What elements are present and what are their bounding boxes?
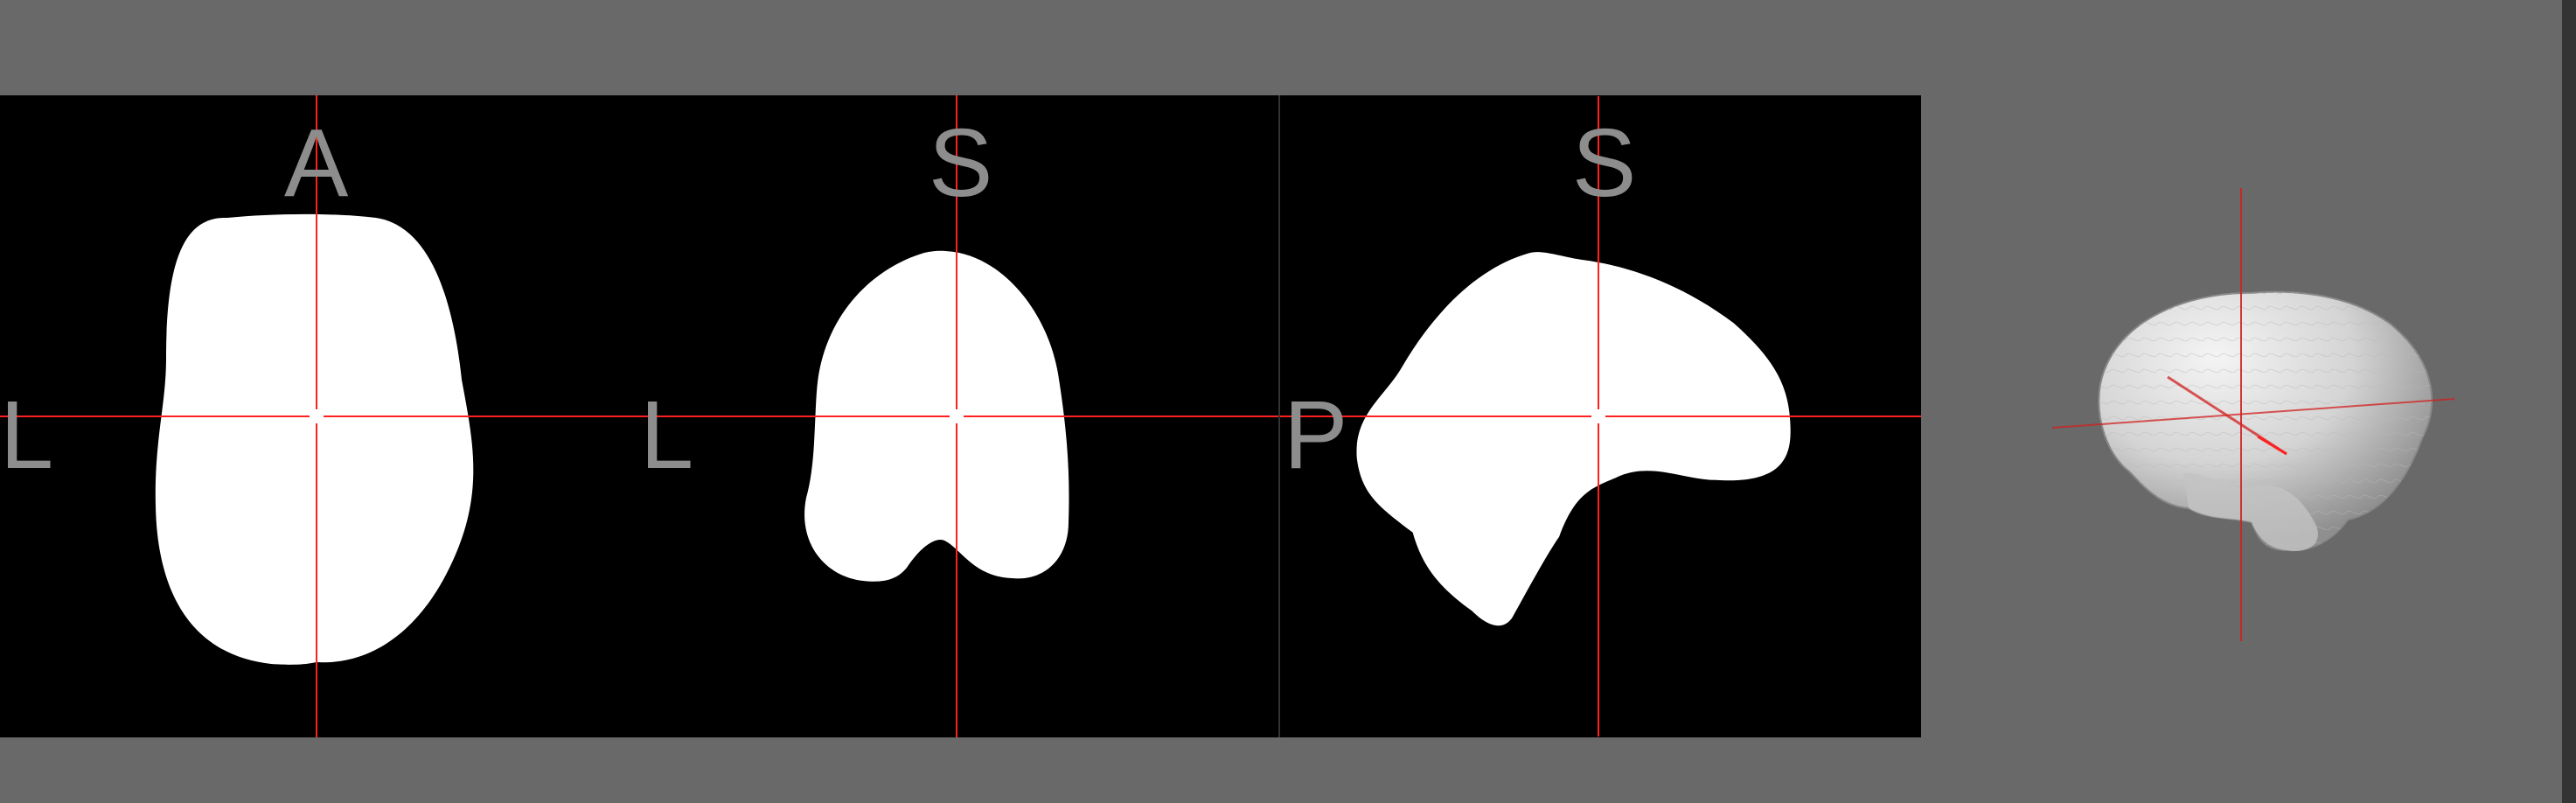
sagittal-brain-mask — [1356, 252, 1791, 626]
right-scroll-edge[interactable] — [2562, 0, 2576, 803]
coronal-crosshair-center-gap — [950, 409, 964, 423]
3d-render-view[interactable] — [1921, 95, 2562, 737]
sagittal-view[interactable]: S P — [1278, 95, 1921, 737]
sagittal-crosshair-center-gap — [1591, 409, 1605, 423]
axial-view[interactable]: A L — [0, 95, 640, 737]
coronal-view[interactable]: S L — [640, 95, 1278, 737]
3d-render-canvas[interactable] — [1921, 95, 2562, 737]
3d-brain-lower-lobe — [2183, 472, 2318, 551]
axial-brain-mask — [155, 213, 474, 665]
axial-view-canvas[interactable] — [0, 95, 640, 737]
sagittal-view-canvas[interactable] — [1280, 95, 1921, 737]
axial-crosshair-center-gap — [310, 409, 324, 423]
3d-horizontal-axis — [2051, 398, 2455, 429]
3d-depth-axis-marker — [2257, 435, 2287, 456]
coronal-view-canvas[interactable] — [640, 95, 1278, 737]
3d-brain-texture — [2099, 291, 2433, 551]
